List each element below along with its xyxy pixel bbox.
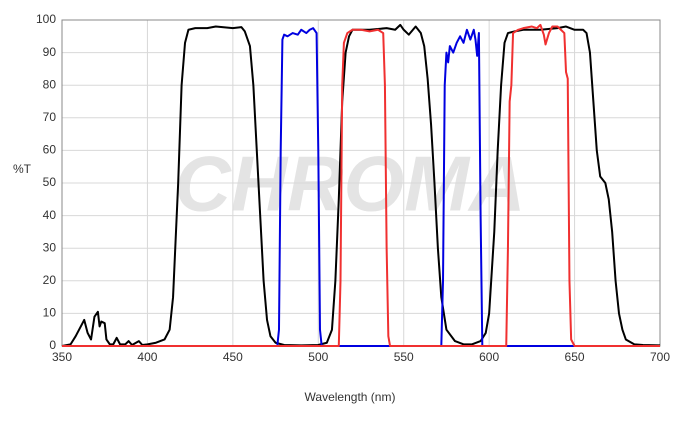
y-tick-label: 10 [43,306,57,320]
x-tick-label: 600 [479,350,499,364]
y-tick-label: 50 [43,175,57,189]
y-axis-label: %T [13,162,32,176]
y-tick-label: 0 [49,338,56,352]
series-line [62,27,660,347]
y-tick-label: 30 [43,240,57,254]
x-axis-label: Wavelength (nm) [305,390,396,404]
x-tick-label: 500 [308,350,328,364]
x-tick-label: 650 [565,350,585,364]
y-tick-label: 40 [43,208,57,222]
y-tick-label: 80 [43,77,57,91]
x-tick-label: 450 [223,350,243,364]
y-tick-label: 100 [36,12,56,26]
watermark: CHROMA [175,140,526,228]
y-tick-label: 60 [43,143,57,157]
x-tick-label: 550 [394,350,414,364]
y-tick-label: 20 [43,273,57,287]
series-line [62,23,660,347]
y-tick-label: 70 [43,110,57,124]
y-tick-label: 90 [43,45,57,59]
x-tick-label: 400 [137,350,157,364]
x-tick-label: 350 [52,350,72,364]
x-tick-label: 700 [650,350,670,364]
series-line [61,23,661,347]
